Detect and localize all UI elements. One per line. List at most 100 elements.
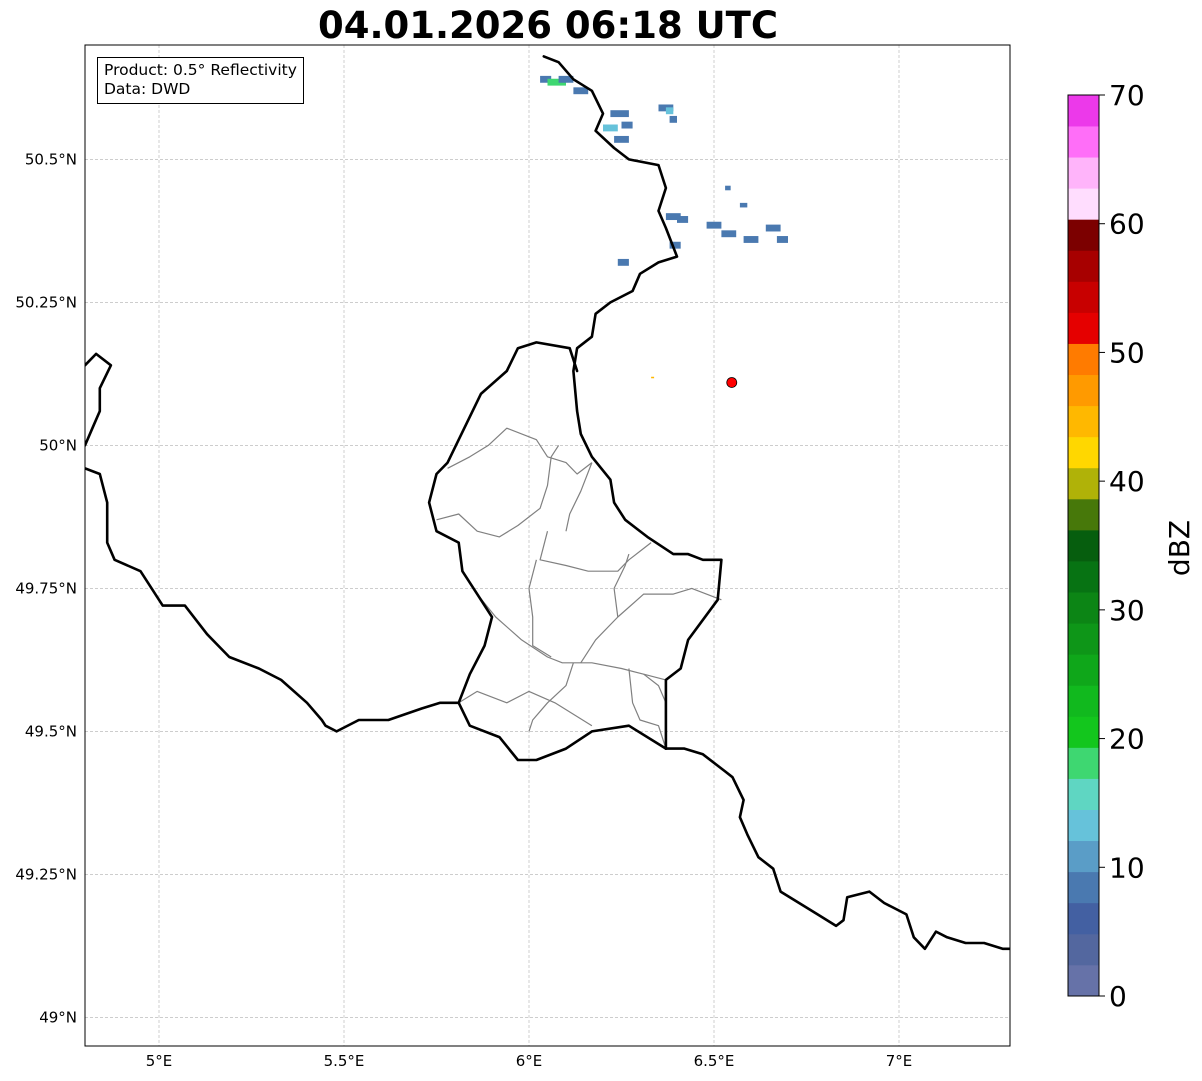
colorbar-segment [1068,95,1099,127]
radar-echo-cell [603,124,618,132]
country-border [85,352,113,447]
colorbar-segment [1068,716,1099,748]
colorbar-segment [1068,529,1099,562]
radar-echo-cell [669,115,677,123]
canton-boundary [436,445,560,538]
radar-echo-cell [547,78,566,86]
colorbar-segment [1068,747,1099,779]
map-frame [84,44,1011,1047]
country-border [85,466,668,762]
colorbar-segment [1068,809,1099,842]
colorbar-segment [1068,561,1099,593]
country-border [427,341,579,705]
colorbar-segment [1068,467,1099,500]
radar-echo-cell [617,258,629,266]
colorbar-tick-label: 50 [1109,336,1145,369]
colorbar-tick-label: 30 [1109,594,1145,627]
radar-echo-cell [614,135,629,143]
colorbar-segment [1068,219,1099,251]
colorbar-segment [1068,592,1099,624]
lat-tick-label: 50°N [39,436,77,454]
country-border [542,55,723,750]
radar-echo-cell [540,75,552,83]
lon-tick-label: 6.5°E [694,1052,735,1070]
lon-tick-label: 5°E [146,1052,173,1070]
canton-boundary [580,587,722,664]
canton-boundary [447,427,593,475]
canton-boundary [613,553,630,618]
data-source-label: Data: DWD [104,80,191,98]
radar-echo-cell [739,202,748,208]
country-border [664,747,1010,951]
colorbar-segment [1068,498,1099,531]
radar-echo-cell [665,213,681,221]
colorbar-tick-label: 0 [1109,980,1127,1013]
colorbar-tick-label: 60 [1109,208,1145,241]
colorbar-segment [1068,374,1099,407]
graticule [85,45,1010,1046]
canton-boundary [643,673,667,704]
canton-boundary [539,531,652,572]
lon-tick-label: 6°E [516,1052,543,1070]
colorbar-segment [1068,281,1099,313]
lat-tick-label: 49.25°N [15,865,77,883]
lon-tick-label: 7°E [886,1052,913,1070]
colorbar-tick-label: 20 [1109,723,1145,756]
canton-boundary [476,593,667,681]
radar-echo-cell [706,221,722,229]
canton-boundary [528,559,552,658]
canton-boundary [528,662,574,732]
colorbar-segment [1068,405,1099,438]
canton-boundary [565,462,593,532]
lon-tick-label: 5.5°E [324,1052,365,1070]
colorbar-segment [1068,778,1099,810]
colorbar-segment [1068,654,1099,686]
lat-tick-label: 50.25°N [15,293,77,311]
colorbar-unit-label: dBZ [1163,520,1196,576]
colorbar-segment [1068,933,1099,966]
lat-tick-label: 50.5°N [25,150,77,168]
colorbar-segment [1068,902,1099,935]
colorbar-segment [1068,188,1099,220]
colorbar: 0 10 20 30 40 50 60 70 [1067,79,1145,1013]
canton-boundary [458,690,593,727]
country-borders [85,55,1010,951]
radar-site-marker [726,377,738,388]
radar-echo-cell [721,230,737,238]
lat-tick-label: 49.75°N [15,579,77,597]
latitude-labels: 50.5°N 50.25°N 50°N 49.75°N 49.5°N 49.25°N 49°… [15,150,77,1026]
radar-echo-cell [765,224,781,232]
colorbar-segment [1068,623,1099,655]
colorbar-tick-label: 40 [1109,465,1145,498]
colorbar-segment [1068,126,1099,158]
radar-echo-cell [558,75,574,83]
colorbar-segment [1068,436,1099,469]
radar-echo-cell [669,241,681,249]
colorbar-segment [1068,157,1099,189]
colorbar-segment [1068,871,1099,904]
canton-boundaries [436,427,722,749]
radar-echoes [540,75,788,379]
radar-echo-cell [573,87,589,95]
map-title: 04.01.2026 06:18 UTC [317,4,779,47]
radar-echo-cell [677,216,689,223]
colorbar-segment [1068,312,1099,344]
colorbar-segment [1068,250,1099,282]
colorbar-segment [1068,964,1099,997]
canton-boundary [628,668,667,749]
lat-tick-label: 49°N [39,1008,77,1026]
colorbar-tick-label: 70 [1109,79,1145,112]
colorbar-frame [1067,94,1100,997]
radar-echo-cell [725,185,731,191]
radar-echo-cell [621,121,633,129]
colorbar-tick-label: 10 [1109,851,1145,884]
product-label: Product: 0.5° Reflectivity [104,61,297,79]
radar-echo-cell [665,107,674,115]
radar-echo-cell [610,110,629,118]
colorbar-segment [1068,685,1099,717]
lat-tick-label: 49.5°N [25,722,77,740]
radar-echo-cell [743,236,759,243]
colorbar-segment [1068,840,1099,873]
longitude-labels: 5°E 5.5°E 6°E 6.5°E 7°E [146,1052,913,1070]
